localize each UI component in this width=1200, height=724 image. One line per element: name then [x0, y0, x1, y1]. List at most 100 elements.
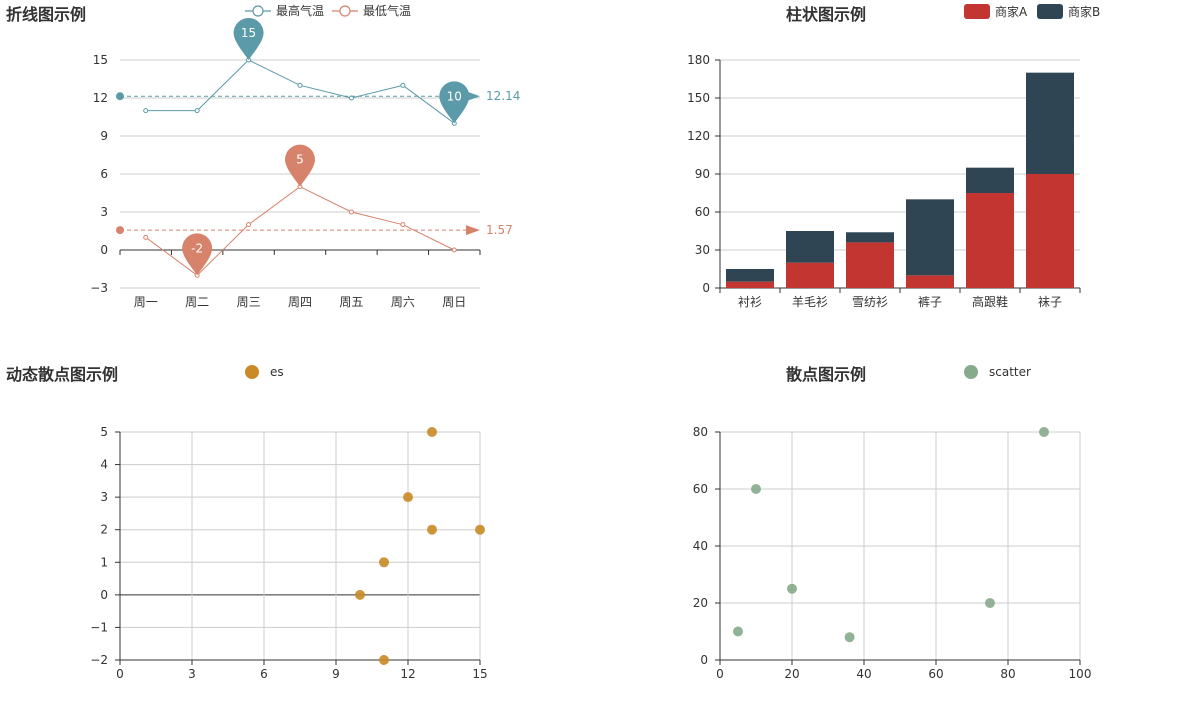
scatter-point [475, 524, 485, 535]
scatter-x-tick-label: 80 [1000, 667, 1015, 681]
bar-y-tick-label: 90 [695, 167, 710, 181]
scatter-x-tick-label: 12 [400, 667, 415, 681]
line-y-tick-label: 9 [100, 129, 108, 143]
bar-x-tick-label: 高跟鞋 [972, 294, 1008, 309]
legend-swatch [964, 365, 978, 379]
scatter-point [427, 427, 437, 437]
scatter-x-tick-label: 0 [116, 667, 124, 681]
data-point [194, 108, 200, 114]
line-y-tick-label: 6 [100, 167, 108, 181]
line-x-tick-label: 周五 [339, 295, 363, 309]
bar [906, 275, 954, 288]
legend-label: es [270, 365, 284, 379]
scatter-y-tick-label: 40 [693, 539, 708, 553]
legend-label: scatter [989, 365, 1031, 379]
bar-y-tick-label: 0 [702, 281, 710, 295]
bar [1026, 174, 1074, 288]
data-point [143, 108, 149, 114]
legend-swatch [964, 4, 990, 19]
legend-circle-swatch [339, 5, 351, 17]
scatter-point [751, 484, 761, 494]
bar-x-tick-label: 袜子 [1038, 295, 1062, 309]
bar [726, 281, 774, 288]
scatter-y-tick-label: 0 [100, 588, 108, 602]
scatter-y-tick-label: 80 [693, 425, 708, 439]
data-point [400, 222, 406, 228]
data-point [348, 209, 354, 215]
legend-label: 商家A [995, 4, 1028, 19]
bar [786, 262, 834, 288]
scatter-point [787, 583, 797, 594]
scatter-y-tick-label: 3 [100, 490, 108, 504]
scatter-y-tick-label: −1 [90, 620, 108, 634]
bar-x-tick-label: 裤子 [918, 295, 942, 309]
scatter-x-tick-label: 0 [716, 667, 724, 681]
line-y-tick-label: 15 [93, 53, 108, 67]
mark-point-pin [182, 233, 213, 276]
scatter-y-tick-label: 5 [100, 425, 108, 439]
scatter-x-tick-label: 15 [472, 667, 487, 681]
scatter-point [985, 598, 995, 608]
line-x-tick-label: 周一 [134, 295, 158, 309]
scatter-x-tick-label: 60 [928, 667, 943, 681]
bar [1026, 72, 1074, 174]
scatter-x-tick-label: 100 [1069, 667, 1092, 681]
bar-x-tick-label: 雪纺衫 [852, 295, 888, 309]
legend-swatch [245, 365, 259, 379]
mark-line-label: 1.57 [486, 223, 513, 237]
bar-y-tick-label: 180 [687, 53, 710, 67]
scatter-point [844, 632, 855, 643]
scatter-point [1039, 427, 1049, 437]
bar [726, 269, 774, 282]
scatter-x-tick-label: 6 [260, 667, 268, 681]
data-point [246, 222, 252, 228]
bar-x-tick-label: 羊毛衫 [792, 294, 828, 309]
scatter-x-tick-label: 20 [784, 667, 799, 681]
chart-title-dynamic-scatter: 动态散点图示例 [6, 365, 118, 384]
bar [786, 231, 834, 263]
scatter-x-tick-label: 40 [856, 667, 871, 681]
mark-line-arrow [466, 91, 480, 102]
mark-point-pin [233, 17, 264, 60]
line-x-tick-label: 周日 [442, 295, 466, 309]
line-x-tick-label: 周四 [288, 295, 312, 309]
mark-line-arrow [466, 225, 480, 236]
mark-line-label: 12.14 [486, 89, 520, 103]
bar-y-tick-label: 30 [695, 243, 710, 257]
scatter-point [379, 655, 389, 665]
line-x-tick-label: 周二 [185, 295, 209, 309]
line-chart: −3 0 3 6 9 12 15 周一 周二 周三 周四 周五 周六 周日 最高气温 最低气温 12.14 1.5… [90, 3, 520, 309]
line-x-tick-label: 周六 [391, 295, 415, 309]
bar [846, 232, 894, 243]
scatter-y-tick-label: 0 [700, 653, 708, 667]
legend-label: 最低气温 [363, 3, 411, 18]
mark-point-label: -2 [191, 241, 203, 255]
scatter-point [355, 589, 365, 600]
scatter-y-tick-label: 4 [100, 458, 108, 472]
scatter-y-tick-label: 2 [100, 523, 108, 537]
scatter-chart: 0 20 40 60 80 0 20 40 60 80 100 scatter [693, 365, 1092, 681]
data-point [400, 82, 406, 88]
scatter-x-tick-label: 3 [188, 667, 196, 681]
mark-point-pin [439, 81, 470, 124]
data-point [297, 82, 303, 88]
bar [966, 167, 1014, 193]
line-y-tick-label: 12 [93, 91, 108, 105]
scatter-point [427, 524, 437, 535]
bar [906, 199, 954, 276]
bar-x-tick-label: 衬衫 [738, 295, 762, 309]
line-y-tick-label: −3 [90, 281, 108, 295]
mark-point-label: 5 [296, 153, 304, 167]
scatter-point [733, 626, 743, 637]
data-point [143, 234, 149, 240]
scatter-y-tick-label: −2 [90, 653, 108, 667]
mark-point-pin [285, 144, 315, 187]
scatter-y-tick-label: 20 [693, 596, 708, 610]
legend-circle-swatch [252, 5, 264, 17]
data-point [451, 247, 457, 253]
chart-title-scatter: 散点图示例 [786, 365, 866, 384]
scatter-point [403, 492, 413, 503]
line-y-tick-label: 3 [100, 205, 108, 219]
